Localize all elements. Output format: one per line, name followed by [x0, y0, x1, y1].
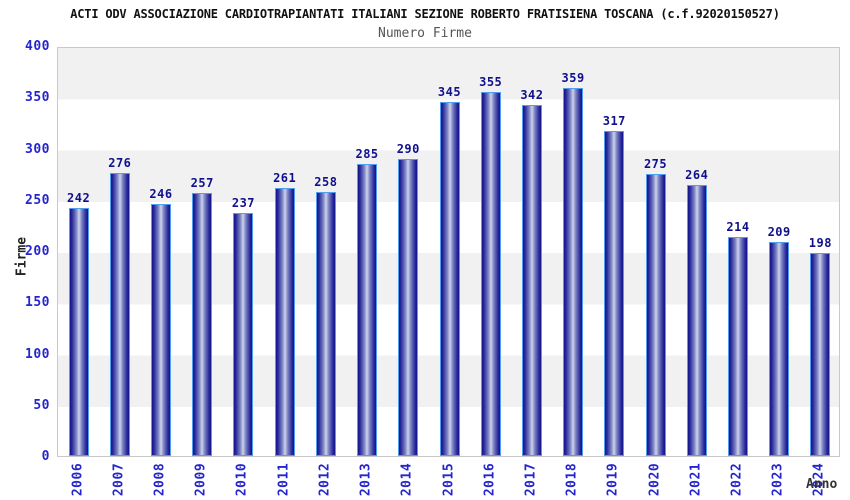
x-tick-label: 2007	[111, 462, 127, 497]
bar-value-label: 285	[355, 146, 379, 161]
y-tick-label: 400	[25, 39, 50, 54]
bar-2023	[769, 241, 790, 456]
x-tick-label: 2006	[70, 462, 86, 497]
x-tick-label: 2015	[441, 462, 456, 497]
bar-2013	[357, 163, 378, 456]
bar-value-label: 345	[437, 85, 462, 100]
x-tick-label: 2019	[605, 462, 621, 497]
bar-2008	[151, 203, 172, 456]
x-tick-label: 2010	[234, 462, 250, 497]
bar-value-label: 261	[273, 171, 297, 186]
y-tick-label: 0	[41, 449, 50, 464]
x-tick-label: 2018	[564, 462, 580, 497]
x-tick-label: 2014	[399, 462, 415, 497]
y-tick-label: 350	[25, 90, 50, 106]
bar-value-label: 342	[520, 88, 544, 103]
bar-value-label: 264	[685, 168, 709, 183]
bar-2018	[563, 88, 584, 456]
bar-value-label: 290	[396, 141, 420, 156]
bar-2017	[521, 105, 542, 456]
bar-2010	[233, 213, 254, 456]
bar-2019	[604, 131, 625, 456]
bar-2024	[810, 253, 831, 456]
bar-value-label: 214	[726, 219, 750, 234]
bar-value-label: 359	[561, 71, 585, 86]
y-tick-label: 50	[33, 397, 50, 413]
bar-value-label: 355	[479, 75, 503, 90]
x-tick-label: 2023	[770, 462, 786, 497]
y-tick-label: 200	[25, 244, 50, 259]
x-tick-label: 2008	[152, 462, 168, 497]
bar-2011	[274, 188, 295, 456]
x-tick-label: 2013	[358, 462, 374, 497]
bar-value-label: 257	[190, 175, 214, 190]
x-tick-label: 2022	[729, 462, 745, 497]
bar-value-label: 246	[149, 186, 173, 201]
chart-subtitle: Numero Firme	[378, 26, 472, 41]
bar-2015	[439, 102, 460, 456]
chart-title: ACTI ODV ASSOCIAZIONE CARDIOTRAPIANTATI …	[70, 7, 780, 21]
bar-value-label: 198	[808, 236, 832, 251]
bar-value-label: 317	[602, 114, 626, 129]
x-tick-label: 2020	[647, 462, 663, 497]
x-tick-label: 2009	[193, 462, 209, 497]
bar-2012	[315, 191, 336, 456]
bar-2022	[727, 236, 748, 456]
y-tick-label: 100	[25, 346, 50, 362]
x-axis-title: Anno	[806, 477, 838, 492]
y-tick-label: 250	[25, 192, 50, 208]
x-tick-label: 2021	[688, 462, 704, 497]
bar-2021	[686, 185, 707, 456]
bar-2020	[645, 174, 666, 456]
bar-value-label: 276	[108, 156, 132, 171]
x-tick-label: 2017	[523, 462, 539, 497]
bar-2016	[480, 92, 501, 456]
bar-2014	[398, 158, 419, 456]
x-tick-label: 2016	[482, 462, 498, 497]
y-tick-label: 300	[25, 141, 50, 157]
bar-value-label: 242	[67, 190, 91, 205]
x-tick-label: 2012	[317, 462, 333, 497]
bar-value-label: 275	[643, 157, 668, 172]
x-tick-label: 2011	[276, 462, 292, 497]
bar-2007	[109, 173, 130, 456]
bar-2006	[68, 207, 89, 456]
bar-value-label: 258	[314, 174, 338, 189]
bar-value-label: 209	[767, 224, 791, 239]
plot-area: 242 276 246 257 237 261 258 285 290 345 355 342 359 3…	[57, 47, 840, 457]
y-tick-label: 150	[25, 295, 50, 311]
bar-value-label: 237	[231, 196, 256, 211]
bar-2009	[192, 192, 213, 456]
